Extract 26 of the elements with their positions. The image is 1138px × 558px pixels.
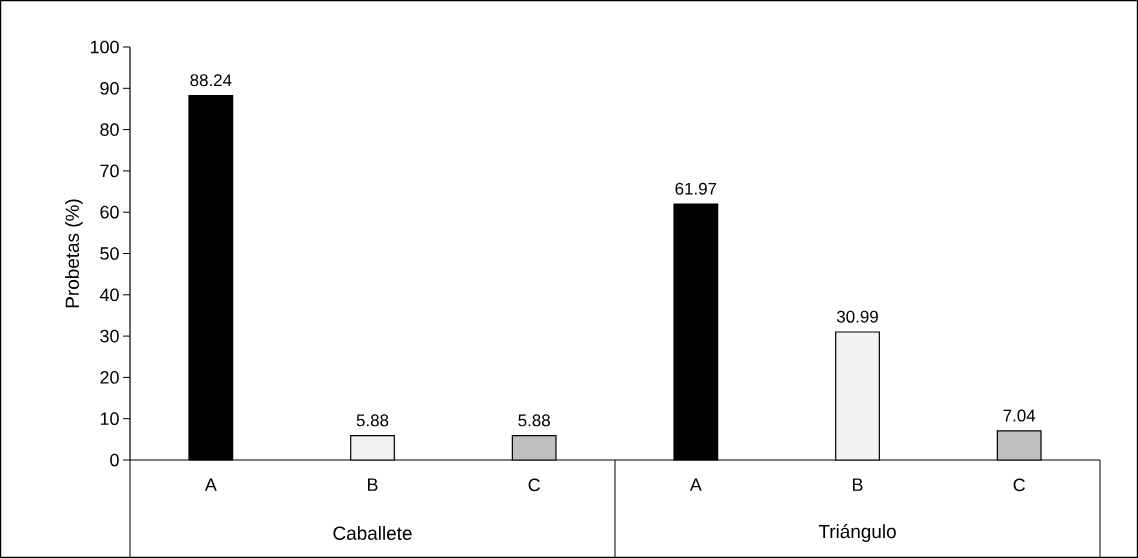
data-label: 61.97 [675, 182, 717, 195]
y-tick-label: 20 [100, 371, 119, 384]
x-tick-label: B [367, 478, 378, 491]
y-tick-label: 10 [100, 412, 119, 426]
y-tick-label: 90 [100, 81, 119, 95]
data-label: 5.88 [356, 414, 389, 427]
text: Caballete [333, 526, 412, 540]
y-tick-label: 50 [100, 247, 119, 260]
y-tick-label: 80 [100, 123, 119, 136]
y-tick-label: 70 [100, 164, 119, 178]
y-tick-label: 0 [110, 453, 119, 467]
data-label: 5.88 [518, 414, 550, 427]
y-axis-title: Probetas (%) [65, 199, 83, 308]
data-label: 88.24 [190, 74, 232, 87]
x-tick-label: B [853, 478, 863, 491]
y-tick-label: 60 [100, 205, 119, 219]
x-tick-label: A [204, 478, 217, 491]
y-tick-label: 30 [100, 329, 119, 343]
x-tick-label: C [1013, 478, 1025, 492]
text: Triángulo [818, 524, 896, 542]
y-tick-label: 40 [99, 288, 119, 302]
y-tick-label: 100 [90, 40, 119, 54]
x-tick-label: A [689, 478, 702, 491]
data-label: 7.04 [1003, 409, 1036, 422]
data-label: 30.99 [836, 310, 878, 323]
x-tick-label: C [528, 478, 540, 492]
